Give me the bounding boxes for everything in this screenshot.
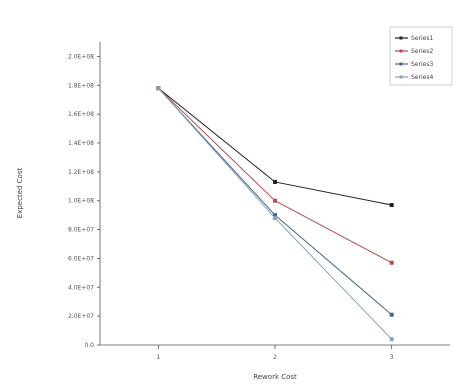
legend-label: Series3 — [411, 61, 433, 68]
legend-label: Series4 — [411, 74, 433, 81]
legend-marker — [399, 75, 403, 79]
y-tick-label: 1.4E+08 — [68, 140, 94, 147]
x-axis-title: Rework Cost — [253, 373, 297, 381]
y-tick-label: 1.2E+08 — [68, 169, 94, 176]
legend-marker — [399, 36, 403, 40]
x-tick-label: 2 — [273, 354, 277, 361]
legend-label: Series1 — [411, 35, 433, 42]
data-point — [156, 86, 161, 91]
data-point — [273, 198, 277, 203]
y-tick-label: 0.0 — [84, 342, 94, 349]
series-lines — [156, 86, 394, 342]
x-tick-label: 1 — [156, 354, 160, 361]
x-ticks: 1 2 3 — [156, 345, 394, 361]
y-tick-label: 2.0E+08 — [68, 53, 94, 60]
y-tick-label: 1.0E+08 — [68, 198, 94, 205]
data-point — [273, 216, 277, 221]
series-4 — [156, 86, 394, 342]
x-tick-label: 3 — [390, 354, 394, 361]
data-point — [389, 203, 394, 208]
y-tick-label: 2.0E+07 — [68, 313, 94, 320]
series-line — [157, 87, 392, 264]
y-tick-label: 1.8E+08 — [68, 82, 94, 89]
legend: Series1 Series2 Series3 Series4 — [389, 26, 453, 86]
data-point — [389, 260, 394, 265]
legend-marker — [399, 62, 403, 66]
y-tick-label: 6.0E+07 — [68, 255, 94, 262]
series-1 — [156, 86, 394, 208]
y-ticks: 0.0 2.0E+07 4.0E+07 6.0E+07 8.0E+07 1.0E+08 1.… — [68, 53, 100, 349]
axes — [99, 42, 450, 346]
y-tick-label: 8.0E+07 — [68, 227, 94, 234]
data-point — [273, 213, 277, 218]
legend-marker — [399, 49, 403, 53]
data-point — [273, 179, 277, 184]
y-axis-title: Expected Cost — [16, 168, 24, 219]
y-tick-label: 1.6E+08 — [68, 111, 94, 118]
series-line — [158, 87, 392, 206]
data-point — [389, 337, 394, 342]
series-2 — [156, 86, 394, 265]
data-point — [389, 312, 394, 317]
legend-label: Series2 — [411, 48, 433, 55]
y-tick-label: 4.0E+07 — [68, 284, 94, 291]
